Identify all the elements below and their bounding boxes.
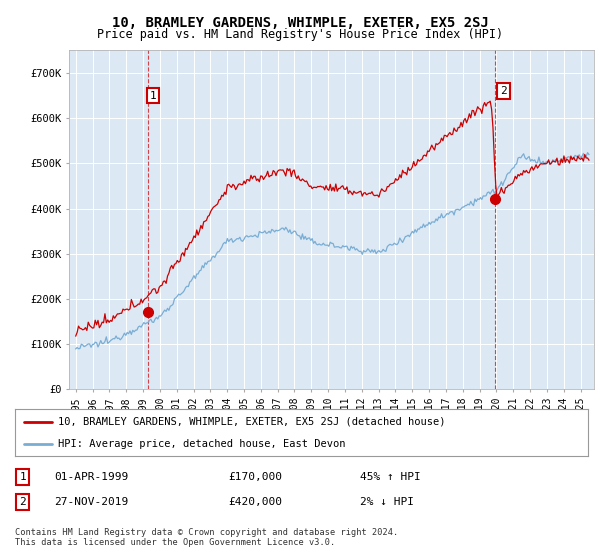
Text: £420,000: £420,000 xyxy=(228,497,282,507)
Text: HPI: Average price, detached house, East Devon: HPI: Average price, detached house, East… xyxy=(58,438,346,449)
Text: Contains HM Land Registry data © Crown copyright and database right 2024.
This d: Contains HM Land Registry data © Crown c… xyxy=(15,528,398,547)
Text: 1: 1 xyxy=(19,472,26,482)
Text: 27-NOV-2019: 27-NOV-2019 xyxy=(54,497,128,507)
Text: 45% ↑ HPI: 45% ↑ HPI xyxy=(360,472,421,482)
Text: 2% ↓ HPI: 2% ↓ HPI xyxy=(360,497,414,507)
Text: 10, BRAMLEY GARDENS, WHIMPLE, EXETER, EX5 2SJ: 10, BRAMLEY GARDENS, WHIMPLE, EXETER, EX… xyxy=(112,16,488,30)
Text: £170,000: £170,000 xyxy=(228,472,282,482)
Text: 1: 1 xyxy=(149,91,156,101)
Text: Price paid vs. HM Land Registry's House Price Index (HPI): Price paid vs. HM Land Registry's House … xyxy=(97,28,503,41)
Text: 10, BRAMLEY GARDENS, WHIMPLE, EXETER, EX5 2SJ (detached house): 10, BRAMLEY GARDENS, WHIMPLE, EXETER, EX… xyxy=(58,417,445,427)
Text: 2: 2 xyxy=(19,497,26,507)
Text: 01-APR-1999: 01-APR-1999 xyxy=(54,472,128,482)
Text: 2: 2 xyxy=(500,86,507,96)
